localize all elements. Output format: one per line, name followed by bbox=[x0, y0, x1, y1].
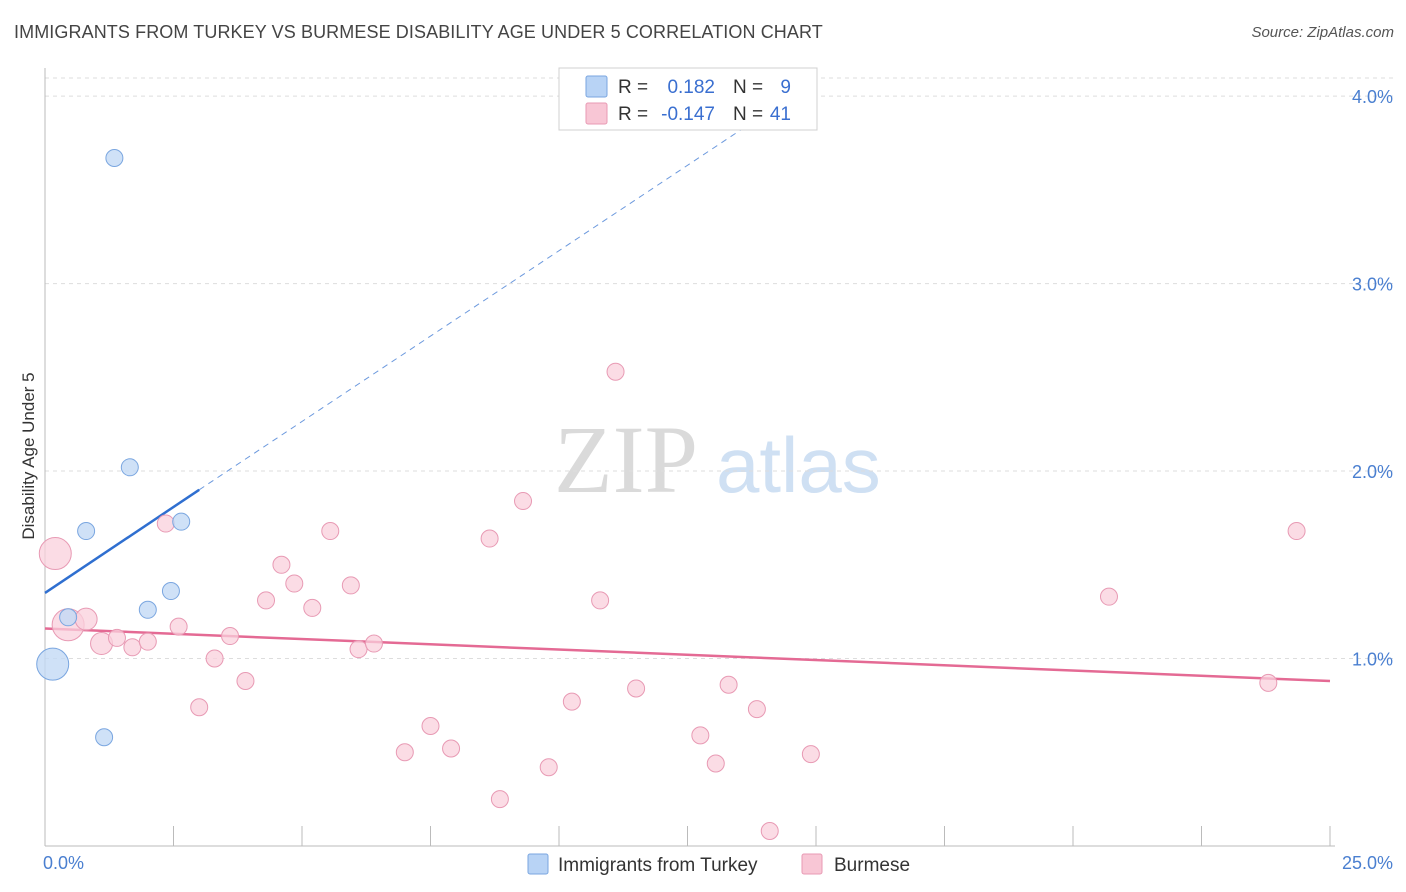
trend-line-turkey-extension bbox=[198, 86, 806, 491]
data-point-turkey bbox=[77, 522, 96, 541]
data-point-burmese bbox=[190, 698, 209, 717]
data-point-burmese bbox=[138, 632, 157, 651]
data-point-burmese bbox=[169, 617, 188, 636]
legend-r-value-1: 0.182 bbox=[667, 77, 715, 98]
data-point-burmese bbox=[272, 555, 291, 574]
data-point-burmese bbox=[1259, 673, 1278, 692]
legend-n-label-1: N = bbox=[733, 77, 763, 98]
data-point-turkey bbox=[105, 148, 124, 167]
data-point-burmese bbox=[691, 726, 710, 745]
data-point-burmese bbox=[236, 672, 255, 691]
source-label: Source: ZipAtlas.com bbox=[1251, 24, 1394, 41]
legend-n-value-1: 9 bbox=[780, 77, 791, 98]
data-point-turkey bbox=[36, 647, 70, 681]
y-tick-label: 3.0% bbox=[1352, 275, 1393, 295]
data-point-burmese bbox=[760, 822, 779, 841]
legend: R = 0.182 N = 9 R = -0.147 N = 41 bbox=[558, 67, 818, 131]
data-point-burmese bbox=[1287, 522, 1306, 541]
bottom-legend-swatch-burmese bbox=[801, 853, 823, 875]
y-axis-title: Disability Age Under 5 bbox=[19, 372, 38, 539]
data-point-burmese bbox=[107, 628, 126, 647]
data-point-burmese bbox=[421, 717, 440, 736]
x-ticks bbox=[173, 826, 1331, 846]
x-tick-label-min: 0.0% bbox=[43, 853, 84, 873]
y-tick-label: 4.0% bbox=[1352, 87, 1393, 107]
x-tick-label-max: 25.0% bbox=[1342, 853, 1393, 873]
data-point-burmese bbox=[514, 492, 533, 511]
y-tick-label: 1.0% bbox=[1352, 650, 1393, 670]
data-point-burmese bbox=[285, 574, 304, 593]
data-point-burmese bbox=[74, 607, 98, 631]
y-tick-label: 2.0% bbox=[1352, 462, 1393, 482]
chart-title: IMMIGRANTS FROM TURKEY VS BURMESE DISABI… bbox=[14, 22, 823, 42]
legend-r-label-2: R = bbox=[618, 104, 648, 125]
data-point-burmese bbox=[257, 591, 276, 610]
data-point-burmese bbox=[395, 743, 414, 762]
data-point-burmese bbox=[719, 675, 738, 694]
gridlines bbox=[45, 77, 1395, 660]
data-point-burmese bbox=[801, 745, 820, 764]
watermark-zip: ZIP bbox=[554, 406, 698, 513]
data-point-burmese bbox=[205, 649, 224, 668]
data-point-burmese bbox=[606, 362, 625, 381]
bottom-legend: Immigrants from Turkey Burmese bbox=[527, 853, 910, 876]
trend-lines bbox=[44, 86, 1331, 683]
data-point-burmese bbox=[349, 640, 368, 659]
bottom-legend-label-turkey: Immigrants from Turkey bbox=[558, 855, 758, 876]
data-point-burmese bbox=[1099, 587, 1118, 606]
data-point-burmese bbox=[321, 522, 340, 541]
watermark-atlas: atlas bbox=[716, 421, 881, 509]
data-point-turkey bbox=[59, 608, 78, 627]
legend-swatch-turkey bbox=[585, 75, 608, 98]
bottom-legend-swatch-turkey bbox=[527, 853, 549, 875]
data-point-burmese bbox=[480, 529, 499, 548]
legend-n-value-2: 41 bbox=[770, 104, 791, 125]
data-point-burmese bbox=[562, 692, 581, 711]
data-point-burmese bbox=[747, 700, 766, 719]
trend-line-turkey bbox=[44, 488, 200, 594]
data-point-turkey bbox=[138, 600, 157, 619]
y-tick-labels: 1.0% 2.0% 3.0% 4.0% bbox=[1352, 87, 1393, 669]
data-point-turkey bbox=[172, 512, 191, 531]
legend-swatch-burmese bbox=[585, 102, 608, 125]
axes bbox=[44, 68, 1335, 847]
data-point-burmese bbox=[364, 634, 383, 653]
data-point-burmese bbox=[156, 514, 175, 533]
legend-r-label-1: R = bbox=[618, 77, 648, 98]
bottom-legend-label-burmese: Burmese bbox=[834, 855, 910, 876]
data-point-burmese bbox=[123, 638, 142, 657]
data-point-burmese bbox=[38, 537, 72, 571]
data-point-burmese bbox=[442, 739, 461, 758]
data-point-turkey bbox=[95, 728, 114, 747]
data-point-burmese bbox=[591, 591, 610, 610]
data-point-burmese bbox=[539, 758, 558, 777]
data-point-burmese bbox=[627, 679, 646, 698]
data-points bbox=[36, 148, 1306, 841]
data-point-burmese bbox=[221, 627, 240, 646]
data-point-turkey bbox=[161, 582, 180, 601]
trend-line-burmese bbox=[44, 627, 1331, 683]
data-point-burmese bbox=[490, 790, 509, 809]
data-point-burmese bbox=[341, 576, 360, 595]
data-point-turkey bbox=[120, 458, 139, 477]
legend-r-value-2: -0.147 bbox=[661, 104, 715, 125]
data-point-burmese bbox=[303, 598, 322, 617]
legend-n-label-2: N = bbox=[733, 104, 763, 125]
data-point-burmese bbox=[706, 754, 725, 773]
